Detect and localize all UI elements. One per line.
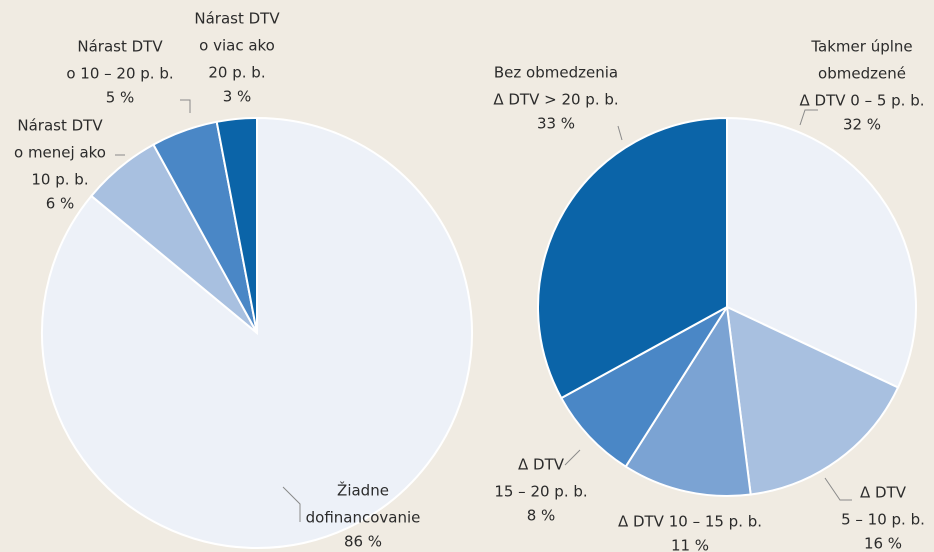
- slice-label: dofinancovanie: [306, 509, 421, 527]
- slice-label: 10 p. b.: [31, 171, 88, 189]
- leader-line: [282, 486, 301, 522]
- slice-label: 20 p. b.: [208, 64, 265, 82]
- slice-label: 5 – 10 p. b.: [841, 511, 925, 529]
- slice-label: Nárast DTV: [194, 10, 280, 28]
- slice-label: o viac ako: [199, 37, 275, 55]
- slice-label: o menej ako: [14, 144, 106, 162]
- slice-label: Δ DTV 10 – 15 p. b.: [618, 513, 762, 531]
- slice-label: Δ DTV: [860, 484, 907, 502]
- slice-label: Bez obmedzenia: [494, 64, 618, 82]
- value-label: 11 %: [671, 537, 709, 552]
- slice-label: Nárast DTV: [77, 38, 163, 56]
- value-label: 86 %: [344, 533, 382, 551]
- pie-slice: [537, 116, 728, 400]
- value-label: 6 %: [46, 195, 75, 213]
- pie-slice: [560, 306, 728, 468]
- slice-label: Žiadne: [337, 481, 389, 500]
- leader-line: [617, 125, 623, 141]
- value-label: 33 %: [537, 115, 575, 133]
- leader-line: [180, 99, 191, 113]
- value-label: 5 %: [106, 89, 135, 107]
- pie-slice: [726, 116, 917, 389]
- slice-label: Δ DTV: [518, 456, 565, 474]
- slice-label: Takmer úplne: [810, 38, 912, 56]
- value-label: 16 %: [864, 535, 902, 552]
- slice-label: Δ DTV > 20 p. b.: [493, 91, 618, 109]
- leader-line: [799, 109, 818, 126]
- leader-line: [824, 477, 852, 501]
- value-label: 8 %: [527, 507, 556, 525]
- value-label: 32 %: [843, 116, 881, 134]
- pie-slice: [215, 116, 258, 334]
- leader-line: [564, 449, 581, 466]
- pie-slice: [624, 304, 752, 497]
- pie-slice: [725, 305, 900, 496]
- slice-label: obmedzené: [818, 65, 906, 83]
- slice-label: Nárast DTV: [17, 117, 103, 135]
- slice-label: o 10 – 20 p. b.: [66, 65, 173, 83]
- slice-label: 15 – 20 p. b.: [494, 483, 587, 501]
- value-label: 3 %: [223, 88, 252, 106]
- slice-label: Δ DTV 0 – 5 p. b.: [799, 92, 924, 110]
